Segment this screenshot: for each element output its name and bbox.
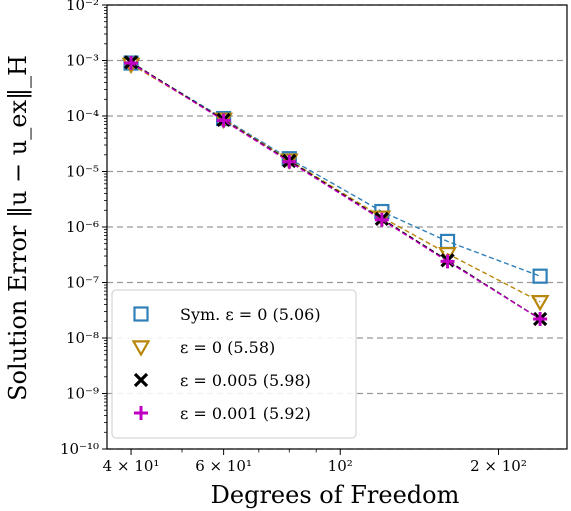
series-layer — [121, 55, 550, 327]
y-tick-label: 10⁻⁶ — [66, 218, 99, 236]
y-tick-label: 10⁻⁵ — [66, 163, 99, 181]
legend-entry: ε = 0.005 (5.98) — [133, 371, 311, 390]
y-tick-label: 10⁻⁸ — [66, 329, 99, 347]
x-tick-label: 4 × 10¹ — [103, 457, 160, 475]
legend-entry: Sym. ε = 0 (5.06) — [133, 305, 321, 324]
legend-marker — [133, 372, 149, 388]
legend-label: ε = 0.001 (5.92) — [180, 404, 311, 423]
data-point — [282, 154, 297, 169]
series-line — [130, 62, 541, 320]
x-axis-label: Degrees of Freedom — [211, 481, 460, 509]
legend-label: Sym. ε = 0 (5.06) — [180, 305, 321, 324]
legend-label: ε = 0 (5.58) — [180, 338, 275, 357]
legend-label: ε = 0.005 (5.98) — [180, 371, 311, 390]
legend: Sym. ε = 0 (5.06) ε = 0 (5.58) ε = 0.005 (… — [111, 289, 357, 439]
y-tick-label: 10⁻⁴ — [66, 107, 99, 125]
axis-ticks: 10⁻² 10⁻³ 10⁻⁴ 10⁻⁵ 10⁻⁶ 10⁻⁷ 10⁻⁸ 10⁻⁹ 10⁻¹⁰4 ×… — [60, 0, 527, 475]
x-tick-label: 6 × 10¹ — [195, 457, 252, 475]
data-point — [530, 295, 550, 312]
x-tick-label: 2 × 10² — [470, 457, 527, 475]
x-tick-label: 10² — [328, 457, 353, 475]
y-tick-label: 10⁻⁷ — [66, 274, 99, 292]
data-point — [124, 56, 139, 71]
y-axis-label: Solution Error ‖u − u_ex‖_H — [4, 55, 33, 401]
y-tick-label: 10⁻² — [66, 0, 99, 14]
data-point — [532, 268, 548, 284]
legend-entry: ε = 0.001 (5.92) — [134, 404, 311, 423]
data-point — [374, 212, 389, 227]
legend-entry: ε = 0 (5.58) — [131, 338, 275, 357]
data-point — [216, 113, 231, 128]
legend-marker — [133, 306, 149, 322]
series-1 — [123, 55, 548, 284]
y-tick-label: 10⁻¹⁰ — [60, 440, 99, 458]
series-4 — [124, 56, 548, 326]
legend-marker — [131, 340, 151, 357]
data-point — [440, 254, 455, 269]
y-tick-label: 10⁻³ — [66, 52, 99, 70]
legend-marker — [134, 406, 148, 420]
y-tick-label: 10⁻⁹ — [66, 385, 99, 403]
data-point — [533, 311, 548, 326]
series-line — [130, 62, 541, 277]
legend-box — [111, 289, 357, 439]
